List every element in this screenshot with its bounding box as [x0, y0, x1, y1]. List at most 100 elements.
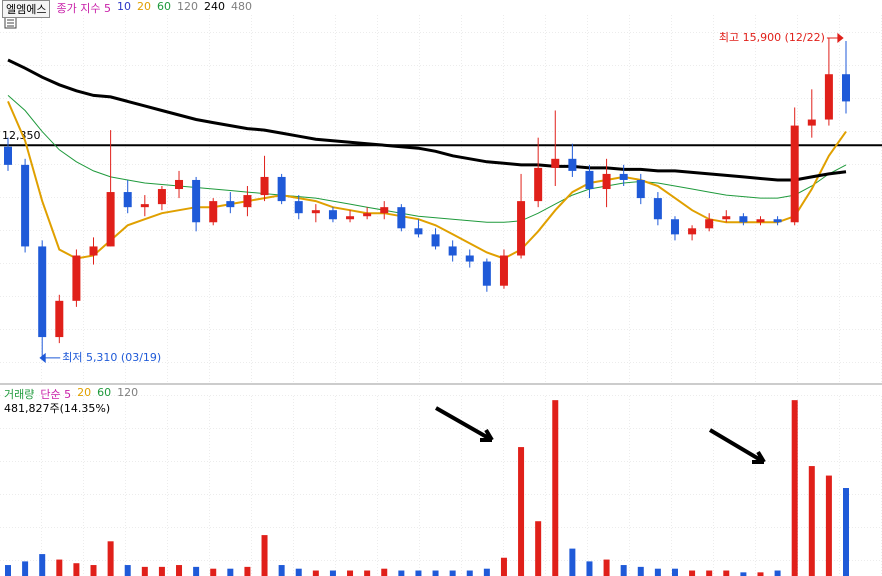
volume-info-text: 481,827주(14.35%) [4, 402, 111, 415]
candle-body [123, 192, 132, 208]
volume-bar [671, 568, 678, 576]
candle-body [72, 255, 81, 301]
candle-body [226, 201, 235, 208]
candle-body [311, 210, 320, 214]
candle-body [619, 173, 628, 180]
volume-bar [843, 488, 849, 576]
candle-body [4, 146, 12, 165]
volume-bar [449, 570, 456, 576]
candle-body [807, 119, 816, 126]
candle-body [824, 74, 833, 120]
candle-body [739, 216, 748, 223]
legend-entry[interactable]: 10 [116, 0, 131, 13]
candle-body [499, 255, 508, 286]
moving-average [7, 58, 847, 182]
legend-items: 종가 지수 5 10 20 60 120 240 480 [56, 0, 251, 18]
low-annotation: 최저 5,310 (03/19) [62, 351, 161, 364]
candle-body [670, 219, 679, 235]
volume-bar [90, 565, 97, 576]
legend-entry[interactable]: 60 [156, 0, 171, 13]
legend-entry[interactable]: 120 [176, 0, 198, 13]
candle-body [653, 198, 662, 220]
candle-body [465, 255, 474, 262]
settings-icon-lines [7, 19, 14, 27]
legend-entry[interactable]: 120 [117, 386, 139, 399]
moving-average [7, 95, 847, 223]
candle-body [89, 246, 98, 256]
volume-bar [466, 570, 473, 576]
volume-bar [706, 570, 713, 576]
volume-bar [278, 565, 285, 576]
volume-bar [398, 570, 405, 576]
candle-body [842, 74, 850, 102]
candle-body [602, 173, 611, 190]
volume-bar [124, 565, 131, 576]
candle-body [260, 176, 269, 196]
candle-body [243, 195, 252, 208]
candle-body [448, 246, 457, 256]
volume-bar [774, 570, 781, 576]
volume-bar [740, 572, 747, 576]
volume-bar [141, 566, 148, 576]
arrow [435, 406, 494, 442]
legend-entry[interactable]: 단순 5 [40, 388, 72, 401]
candle-body [328, 210, 337, 220]
volume-bar [586, 561, 593, 576]
legend-entry[interactable]: 240 [203, 0, 225, 13]
volume-bar [227, 568, 234, 576]
moving-average [7, 101, 847, 260]
candle-body [21, 164, 30, 247]
volume-bar [176, 565, 183, 576]
volume-bar [39, 554, 46, 576]
volume-legend: 거래량 단순 5 20 60 120 [4, 386, 138, 402]
candle-body [294, 201, 303, 214]
candle-body [551, 158, 560, 168]
candle-body [106, 192, 115, 247]
candle-body [773, 219, 782, 223]
legend-entry[interactable]: 종가 지수 5 [56, 2, 111, 15]
legend-entry[interactable]: 거래량 [4, 388, 35, 401]
legend-entry[interactable]: 480 [230, 0, 252, 13]
candle-body [688, 228, 697, 235]
high-annotation: 최고 15,900 (12/22) [719, 31, 825, 44]
volume-bar [347, 570, 354, 576]
candle-body [756, 219, 765, 223]
volume-bar [654, 568, 661, 576]
volume-bar [689, 570, 696, 576]
volume-bar [518, 447, 525, 576]
candle-body [209, 201, 218, 223]
volume-bar [381, 568, 388, 576]
candle-body [790, 125, 799, 223]
high-arrow [826, 32, 844, 44]
volume-info: 481,827주(14.35%) [4, 400, 110, 416]
candle-body [346, 216, 355, 220]
volume-bar [825, 475, 832, 576]
volume-bar [791, 400, 798, 576]
legend-entry[interactable]: 20 [136, 0, 151, 13]
volume-bar [552, 400, 559, 576]
candle-body [38, 246, 47, 338]
volume-grid [0, 395, 882, 576]
volume-bar [415, 570, 422, 576]
candle-body [534, 167, 543, 202]
volume-bar [603, 559, 610, 576]
candle-body [636, 179, 645, 199]
candle-body [363, 213, 372, 217]
candle-body [380, 207, 389, 214]
volume-bar [73, 563, 80, 576]
volume-bar [193, 566, 200, 576]
volume-bar [210, 568, 217, 576]
candle-body [585, 170, 594, 190]
candle-body [397, 207, 406, 229]
arrow [708, 428, 766, 464]
volume-bar [723, 570, 730, 576]
price-legend: 엘엠에스 종가 지수 5 10 20 60 120 240 480 [2, 0, 252, 18]
candle-body [192, 179, 201, 223]
volume-bar [329, 570, 336, 576]
stock-name[interactable]: 엘엠에스 [2, 0, 51, 18]
reference-label: 12,350 [2, 129, 41, 142]
legend-entry[interactable]: 60 [97, 386, 112, 399]
candle-body [175, 179, 184, 190]
candle-body [55, 300, 64, 338]
legend-entry[interactable]: 20 [77, 386, 92, 399]
